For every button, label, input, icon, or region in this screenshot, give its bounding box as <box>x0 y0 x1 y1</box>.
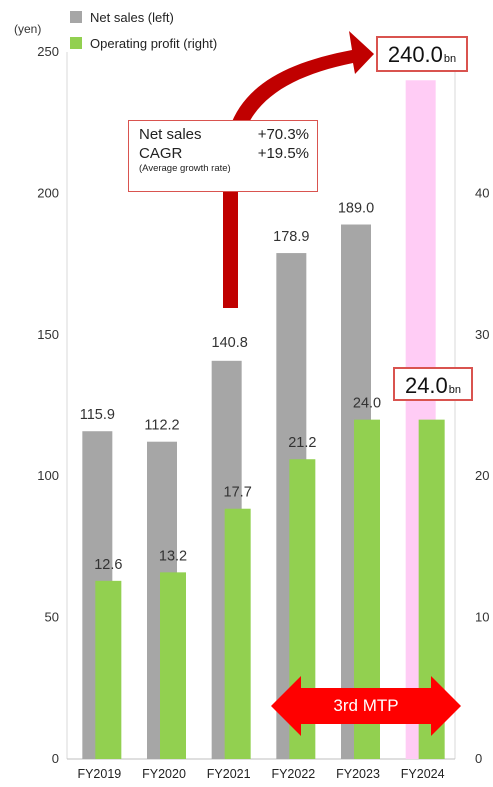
category-labels: FY2019 FY2020 FY2021 FY2022 FY2023 FY2024 <box>77 767 444 781</box>
operating-profit-target-box: 24.0 bn <box>393 367 473 401</box>
legend: Net sales (left) Operating profit (right… <box>70 10 217 51</box>
callout-cagr-row: CAGR +19.5% <box>139 144 309 163</box>
right-axis-tick-label: 20 <box>475 468 489 483</box>
legend-swatch-operating-profit <box>70 37 82 49</box>
operating-profit-data-label: 12.6 <box>94 557 122 573</box>
net-sales-data-label: 112.2 <box>144 418 179 434</box>
data-labels: 115.9 12.6 112.2 13.2 140.8 17.7 178.9 21.2 189.… <box>80 201 381 573</box>
operating-profit-target-value: 24.0 <box>404 373 448 398</box>
mtp-period-arrow: 3rd MTP <box>271 676 461 736</box>
category-label: FY2021 <box>207 767 251 781</box>
operating-profit-data-label: 13.2 <box>159 548 187 564</box>
mtp-label: 3rd MTP <box>333 696 399 715</box>
net-sales-data-label: 115.9 <box>80 407 115 423</box>
left-axis-tick-label: 100 <box>37 468 59 483</box>
operating-profit-data-label: 21.2 <box>288 435 316 451</box>
left-axis-tick-label: 250 <box>37 44 59 59</box>
right-axis-tick-label: 0 <box>475 751 482 766</box>
category-label: FY2023 <box>336 767 380 781</box>
growth-arrow <box>223 31 374 308</box>
right-axis-tick-label: 40 <box>475 185 489 200</box>
legend-swatch-net-sales <box>70 11 82 23</box>
category-label: FY2022 <box>271 767 315 781</box>
net-sales-data-label: 140.8 <box>212 335 248 351</box>
callout-cagr-label: CAGR <box>139 145 183 162</box>
legend-label-net-sales: Net sales (left) <box>90 10 174 25</box>
right-axis-tick-label: 30 <box>475 327 489 342</box>
callout-cagr-value: +19.5% <box>257 145 309 162</box>
net-sales-target-value: 240.0 <box>387 42 443 67</box>
category-label: FY2019 <box>77 767 121 781</box>
left-axis-tick-label: 200 <box>37 185 59 200</box>
y-axis-unit: (yen) <box>14 22 41 36</box>
net-sales-data-label: 189.0 <box>338 201 374 217</box>
right-axis-ticks: 0 10 20 30 40 <box>475 185 489 766</box>
bars <box>82 80 445 759</box>
operating-profit-bar <box>160 572 186 759</box>
left-axis-tick-label: 150 <box>37 327 59 342</box>
operating-profit-data-label: 24.0 <box>353 396 381 412</box>
operating-profit-bar <box>95 580 122 759</box>
left-axis-tick-label: 0 <box>52 751 59 766</box>
growth-callout-box: Net sales +70.3% CAGR +19.5% (Average gr… <box>128 120 318 192</box>
right-axis-tick-label: 10 <box>475 610 489 625</box>
callout-note: (Average growth rate) <box>139 163 231 174</box>
callout-net-sales-label: Net sales <box>139 126 202 143</box>
callout-net-sales-value: +70.3% <box>257 126 309 143</box>
double-arrow-icon <box>271 676 461 736</box>
operating-profit-bar <box>224 508 251 759</box>
category-label: FY2024 <box>401 767 445 781</box>
net-sales-target-unit: bn <box>443 53 457 65</box>
net-sales-data-label: 178.9 <box>273 229 309 245</box>
category-label: FY2020 <box>142 767 186 781</box>
legend-label-operating-profit: Operating profit (right) <box>90 36 217 51</box>
callout-net-sales-row: Net sales +70.3% <box>139 125 309 144</box>
operating-profit-target-unit: bn <box>448 384 462 396</box>
net-sales-target-box: 240.0 bn <box>376 36 468 72</box>
left-axis-tick-label: 50 <box>45 610 59 625</box>
operating-profit-data-label: 17.7 <box>224 485 252 501</box>
left-axis-ticks: 0 50 100 150 200 250 <box>37 44 59 766</box>
